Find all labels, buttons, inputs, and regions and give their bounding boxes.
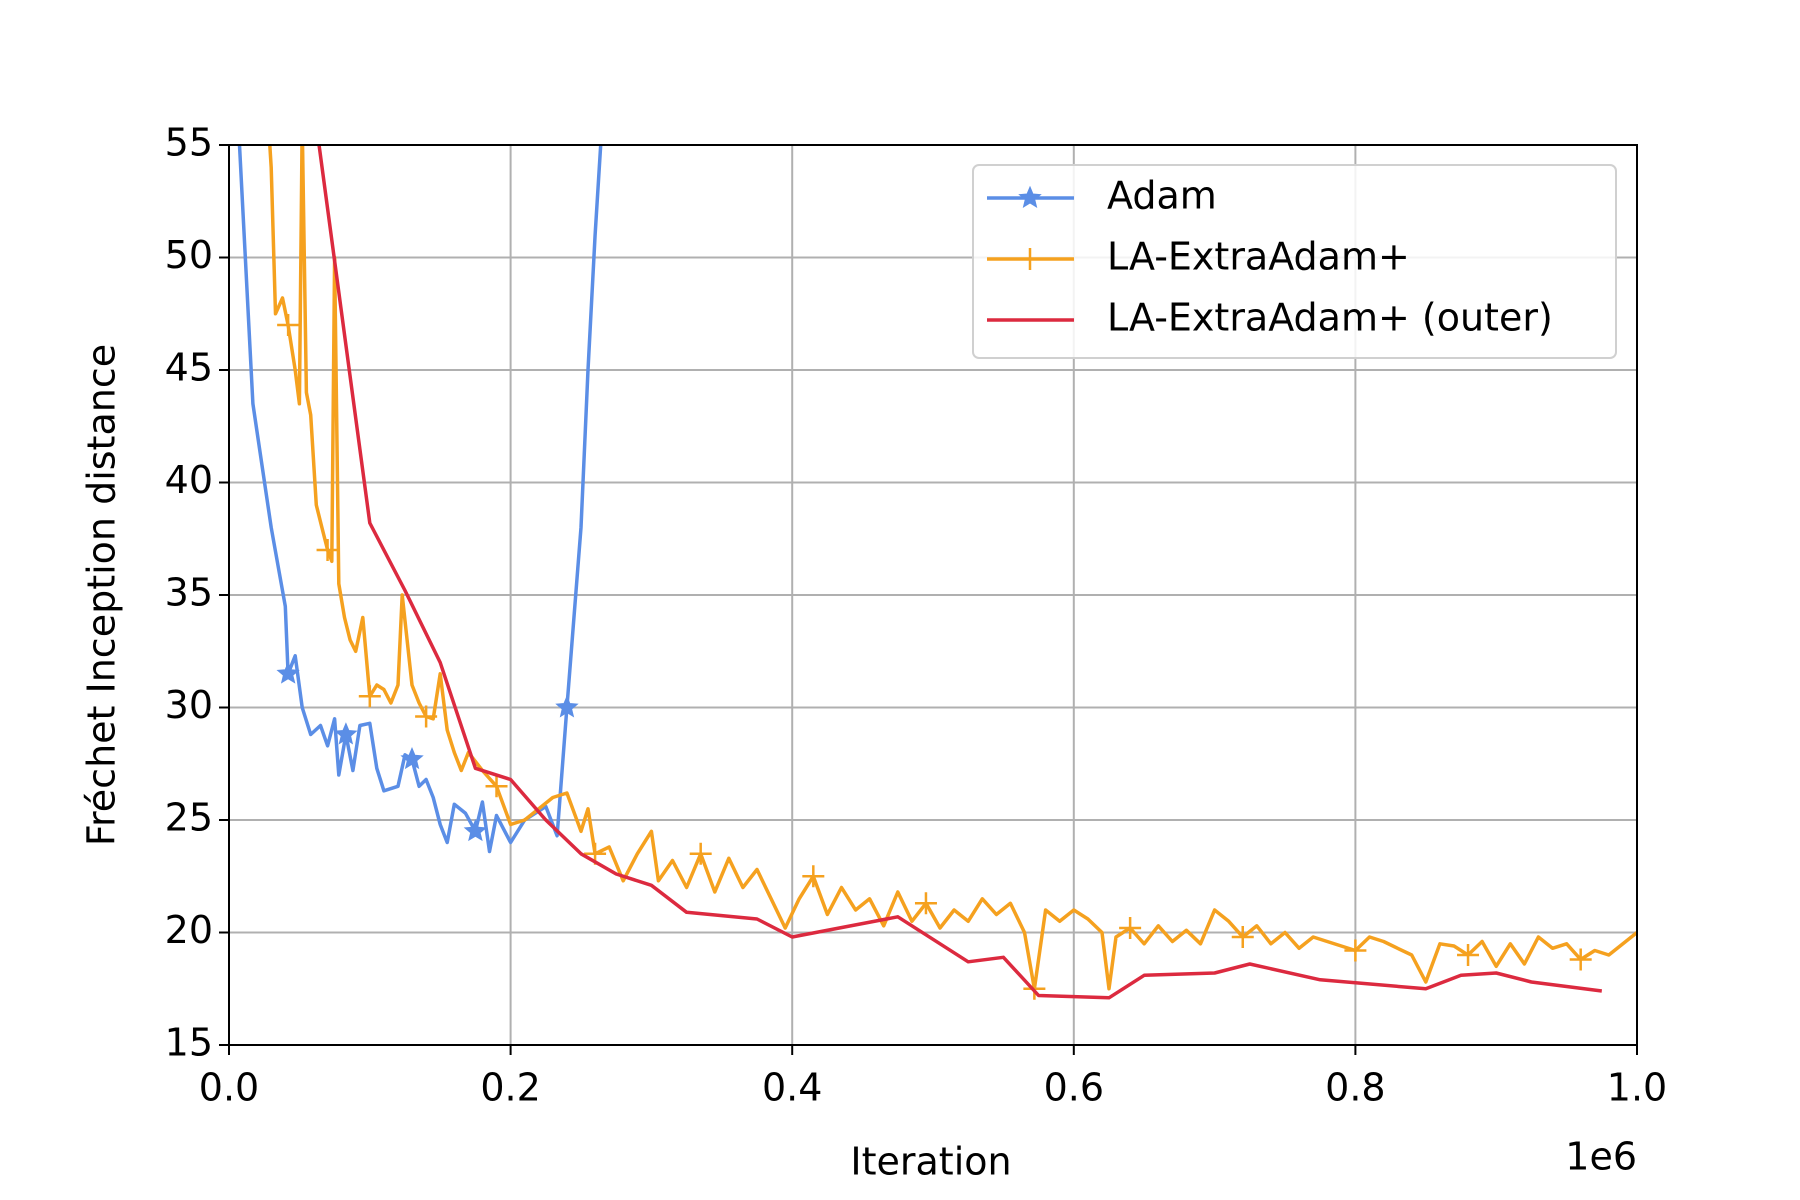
y-tick-label: 20 bbox=[165, 908, 213, 952]
marker bbox=[689, 842, 712, 865]
marker bbox=[1344, 939, 1367, 962]
marker bbox=[1119, 917, 1142, 939]
marker bbox=[316, 539, 339, 561]
marker bbox=[1231, 926, 1254, 948]
marker bbox=[914, 892, 937, 915]
marker bbox=[463, 819, 488, 842]
y-tick-label: 45 bbox=[165, 346, 213, 390]
x-offset-label: 1e6 bbox=[1565, 1135, 1637, 1179]
y-tick-label: 35 bbox=[165, 571, 213, 615]
series-line bbox=[237, 145, 603, 854]
marker bbox=[1457, 944, 1480, 966]
legend-label: Adam bbox=[1107, 174, 1217, 218]
y-tick-label: 30 bbox=[165, 683, 213, 727]
y-tick-label: 15 bbox=[165, 1021, 213, 1065]
legend-label: LA-ExtraAdam+ (outer) bbox=[1107, 296, 1553, 340]
marker bbox=[1018, 185, 1042, 208]
y-tick-label: 25 bbox=[165, 796, 213, 840]
x-tick-label: 0.4 bbox=[762, 1066, 822, 1110]
legend-label: LA-ExtraAdam+ bbox=[1107, 235, 1410, 279]
series-line bbox=[317, 145, 1603, 1000]
x-tick-label: 1.0 bbox=[1607, 1066, 1667, 1110]
x-axis-label: Iteration bbox=[850, 1140, 1011, 1184]
y-tick-label: 55 bbox=[165, 121, 213, 165]
marker bbox=[555, 695, 579, 718]
marker bbox=[276, 661, 300, 684]
marker bbox=[415, 705, 438, 728]
x-tick-label: 0.6 bbox=[1044, 1066, 1104, 1110]
marker bbox=[400, 747, 424, 770]
marker bbox=[802, 865, 825, 888]
marker bbox=[358, 685, 381, 708]
marker bbox=[277, 314, 300, 336]
legend-box bbox=[972, 164, 1617, 359]
marker bbox=[485, 775, 508, 798]
axes: 0.0 0.2 0.4 0.6 0.8 1.0 15 20 25 30 35 40 45 50 55 bbox=[165, 121, 1668, 1110]
x-tick-label: 0.2 bbox=[480, 1066, 540, 1110]
marker bbox=[334, 722, 358, 745]
x-tick-label: 0.8 bbox=[1325, 1066, 1385, 1110]
x-tick-label: 0.0 bbox=[199, 1066, 259, 1110]
marker bbox=[1019, 248, 1041, 270]
marker bbox=[1569, 948, 1592, 971]
legend: Adam LA-ExtraAdam+ LA-ExtraAdam+ (outer) bbox=[972, 164, 1617, 359]
y-axis-label: Fréchet Inception distance bbox=[80, 344, 124, 846]
y-tick-label: 40 bbox=[165, 458, 213, 502]
y-tick-label: 50 bbox=[165, 233, 213, 277]
plot-area bbox=[237, 145, 1637, 1000]
